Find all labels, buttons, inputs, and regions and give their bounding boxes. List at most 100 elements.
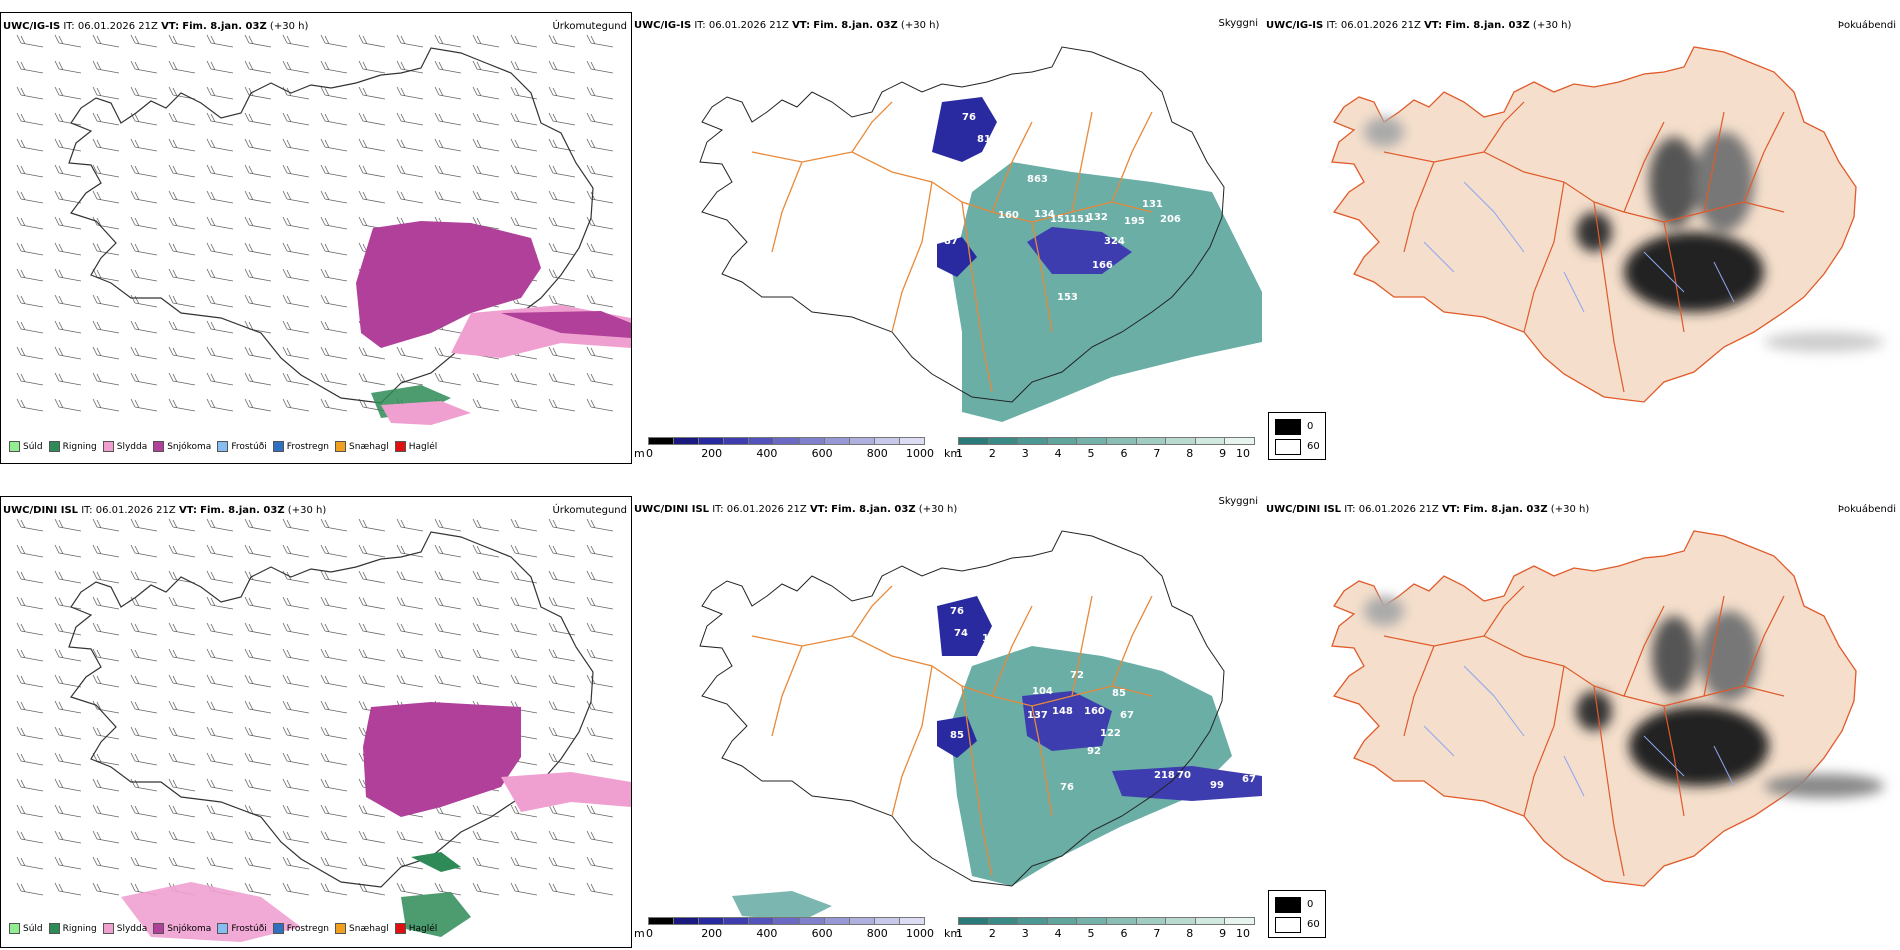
wind-barb (548, 674, 576, 688)
wind-barb (320, 648, 348, 662)
wind-barb (282, 778, 310, 792)
wind-barb (548, 752, 576, 766)
wind-barb (206, 830, 234, 844)
wind-barb (54, 648, 82, 662)
wind-barb (548, 268, 576, 282)
wind-barb (586, 856, 614, 870)
wind-barb (358, 372, 386, 386)
panel-title: UWC/IG-IS IT: 06.01.2026 21Z VT: Fim. 8.… (634, 20, 939, 31)
wind-barb (434, 518, 462, 532)
wind-barb (320, 60, 348, 74)
legend-swatch (394, 441, 406, 452)
wind-barb (510, 648, 538, 662)
panel-title: UWC/IG-IS IT: 06.01.2026 21Z VT: Fim. 8.… (3, 21, 308, 32)
wind-barb (92, 60, 120, 74)
wind-barb (16, 596, 44, 610)
cloud-base-colorbar: m 0 200 400 600 800 1000 (634, 437, 934, 467)
wind-barb (130, 544, 158, 558)
precip-map-row2 (16, 518, 631, 942)
fog-legend-label: 60 (1307, 441, 1320, 452)
wind-barb (472, 570, 500, 584)
wind-barb (206, 648, 234, 662)
wind-barb (358, 674, 386, 688)
vis-value-label: 151 (1070, 214, 1091, 225)
wind-barb (54, 60, 82, 74)
wind-barb (510, 138, 538, 152)
colorbar-tick-label: 2 (988, 447, 996, 460)
wind-barb (130, 398, 158, 412)
wind-barb (358, 112, 386, 126)
wind-barb (206, 372, 234, 386)
it-value: 06.01.2026 21Z (1340, 20, 1421, 31)
vis-value-label: 85 (950, 730, 964, 741)
wind-barb (130, 268, 158, 282)
wind-barb (320, 726, 348, 740)
wind-barb (168, 700, 196, 714)
wind-barb (54, 544, 82, 558)
wind-barb (472, 596, 500, 610)
wind-barb (434, 86, 462, 100)
variable-name: Úrkomutegund (552, 505, 627, 516)
wind-barb (16, 544, 44, 558)
colorbar-segment (648, 917, 675, 925)
legend-item: Rigning (48, 441, 97, 452)
wind-barb (16, 34, 44, 48)
wind-barb (54, 398, 82, 412)
wind-barb (16, 752, 44, 766)
wind-barb (282, 372, 310, 386)
colorbar-tick-label: 10 (1236, 927, 1250, 940)
colorbar-tick-label: 7 (1153, 927, 1161, 940)
wind-barb (168, 726, 196, 740)
wind-barb (320, 544, 348, 558)
wind-barb (206, 138, 234, 152)
wind-barb (16, 622, 44, 636)
wind-barb (282, 518, 310, 532)
wind-barb (282, 648, 310, 662)
wind-barb (586, 804, 614, 818)
wind-barb (168, 190, 196, 204)
wind-barb (434, 830, 462, 844)
wind-barb (16, 242, 44, 256)
colorbar-tick-label: 200 (701, 447, 723, 460)
wind-barb (92, 622, 120, 636)
wind-barb (16, 856, 44, 870)
wind-barb (282, 216, 310, 230)
wind-barb (320, 398, 348, 412)
teal-area (950, 646, 1232, 886)
colorbar-tick-label: 9 (1219, 927, 1227, 940)
vt-label: VT: (161, 21, 180, 32)
colorbar-unit: m (634, 927, 645, 940)
colorbar-unit: m (634, 447, 645, 460)
wind-barb (320, 242, 348, 256)
precip-panel-row2: UWC/DINI ISL IT: 06.01.2026 21Z VT: Fim.… (0, 496, 632, 948)
wind-barb (92, 700, 120, 714)
wind-barb (358, 346, 386, 360)
legend-swatch (335, 923, 347, 934)
wind-barb (54, 596, 82, 610)
wind-barb (16, 190, 44, 204)
snow-area (356, 221, 541, 348)
precip-map-row1 (16, 34, 631, 425)
wind-barb (54, 216, 82, 230)
vt-value: Fim. 8.jan. 03Z (182, 21, 267, 32)
model-name: UWC/IG-IS (634, 20, 692, 31)
wind-barb (358, 622, 386, 636)
vis-value-label: 85 (1112, 688, 1126, 699)
wind-barb (320, 190, 348, 204)
wind-barb (92, 648, 120, 662)
colorbar-segment (798, 917, 825, 925)
colorbar-tick-label: 600 (811, 447, 833, 460)
wind-barb (130, 320, 158, 334)
wind-barb (548, 648, 576, 662)
wind-barb (16, 830, 44, 844)
legend-item: Rigning (48, 923, 97, 934)
vis-value-label: 151 (1050, 214, 1071, 225)
colorbar-tick-label: 4 (1054, 447, 1062, 460)
wind-barb (206, 622, 234, 636)
wind-barb (548, 372, 576, 386)
teal-area-2 (732, 891, 832, 921)
legend-item: Snjókoma (153, 441, 211, 452)
wind-barb (510, 544, 538, 558)
vt-label: VT: (1441, 504, 1460, 515)
wind-barb (54, 346, 82, 360)
